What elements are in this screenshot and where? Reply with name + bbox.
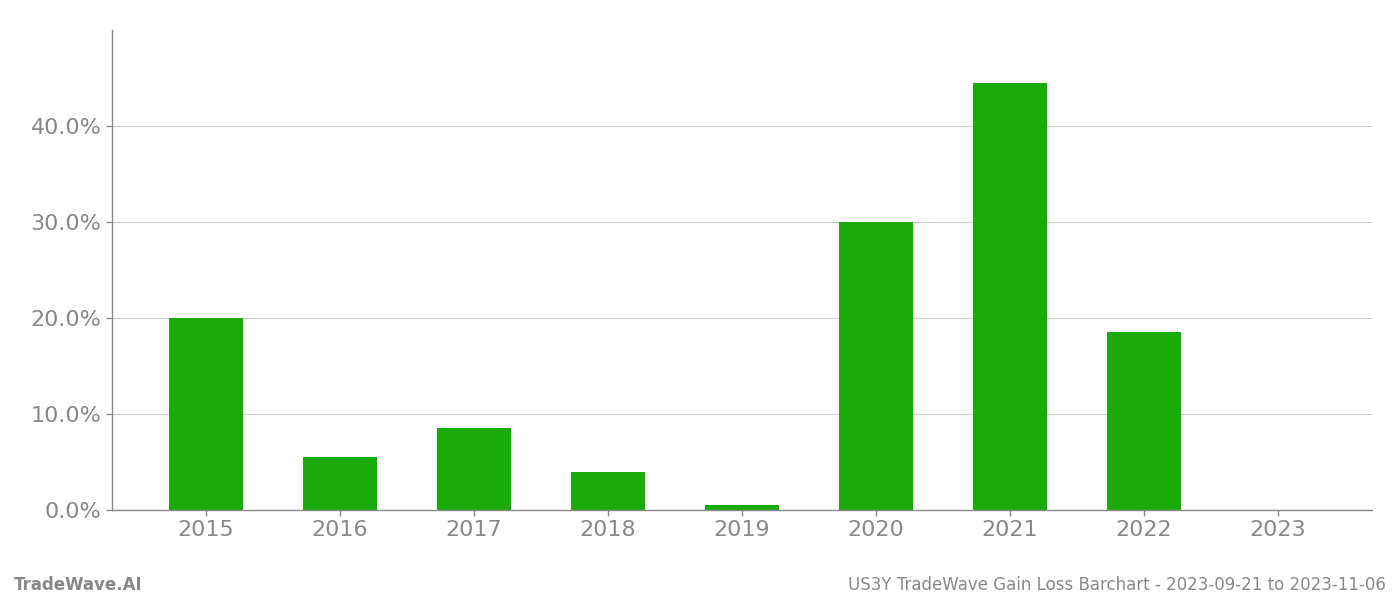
Bar	[706, 505, 778, 510]
Bar	[437, 428, 511, 510]
Text: US3Y TradeWave Gain Loss Barchart - 2023-09-21 to 2023-11-06: US3Y TradeWave Gain Loss Barchart - 2023…	[848, 576, 1386, 594]
Bar	[571, 472, 645, 510]
Bar	[169, 318, 242, 510]
Bar	[302, 457, 377, 510]
Bar	[839, 222, 913, 510]
Bar	[973, 83, 1047, 510]
Text: TradeWave.AI: TradeWave.AI	[14, 576, 143, 594]
Bar	[1107, 332, 1182, 510]
